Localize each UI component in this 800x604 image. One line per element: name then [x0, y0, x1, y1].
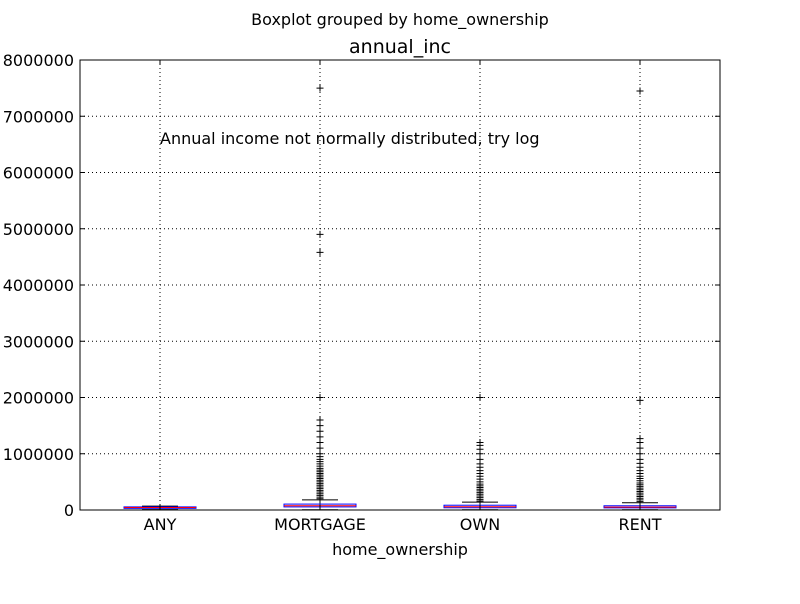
box-group-rent: [603, 87, 677, 511]
flier-point: [636, 396, 644, 404]
chart-title: annual_inc: [349, 36, 451, 58]
flier-point: [316, 394, 324, 401]
chart-suptitle: Boxplot grouped by home_ownership: [251, 10, 549, 30]
flier-point: [636, 435, 644, 443]
x-axis-label: home_ownership: [332, 540, 468, 560]
box-layer: [123, 84, 677, 511]
y-tick-label: 2000000: [3, 389, 74, 408]
flier-point: [476, 439, 484, 446]
x-tick-label: OWN: [460, 515, 500, 534]
grid-layer: [80, 60, 720, 510]
y-tick-label: 3000000: [3, 332, 74, 351]
y-tick-label: 1000000: [3, 445, 74, 464]
x-tick-label: ANY: [144, 515, 177, 534]
y-tick-label: 8000000: [3, 51, 74, 70]
box-group-own: [443, 394, 517, 511]
flier-point: [316, 230, 324, 238]
x-tick-label: RENT: [619, 515, 662, 534]
flier-point: [476, 394, 484, 401]
y-tick-label: 7000000: [3, 107, 74, 126]
x-tick-label: MORTGAGE: [274, 515, 366, 534]
y-tick-label: 4000000: [3, 276, 74, 295]
y-tick-label: 0: [64, 501, 74, 520]
flier-point: [316, 84, 324, 92]
flier-point: [316, 416, 324, 424]
y-tick-label: 5000000: [3, 220, 74, 239]
tick-layer: 0 1000000 2000000 3000000 4000000 5000000 6000…: [3, 51, 720, 534]
y-tick-label: 6000000: [3, 164, 74, 183]
flier-point: [636, 87, 644, 95]
chart-annotation: Annual income not normally distributed, …: [160, 129, 540, 148]
flier-point: [316, 248, 324, 256]
